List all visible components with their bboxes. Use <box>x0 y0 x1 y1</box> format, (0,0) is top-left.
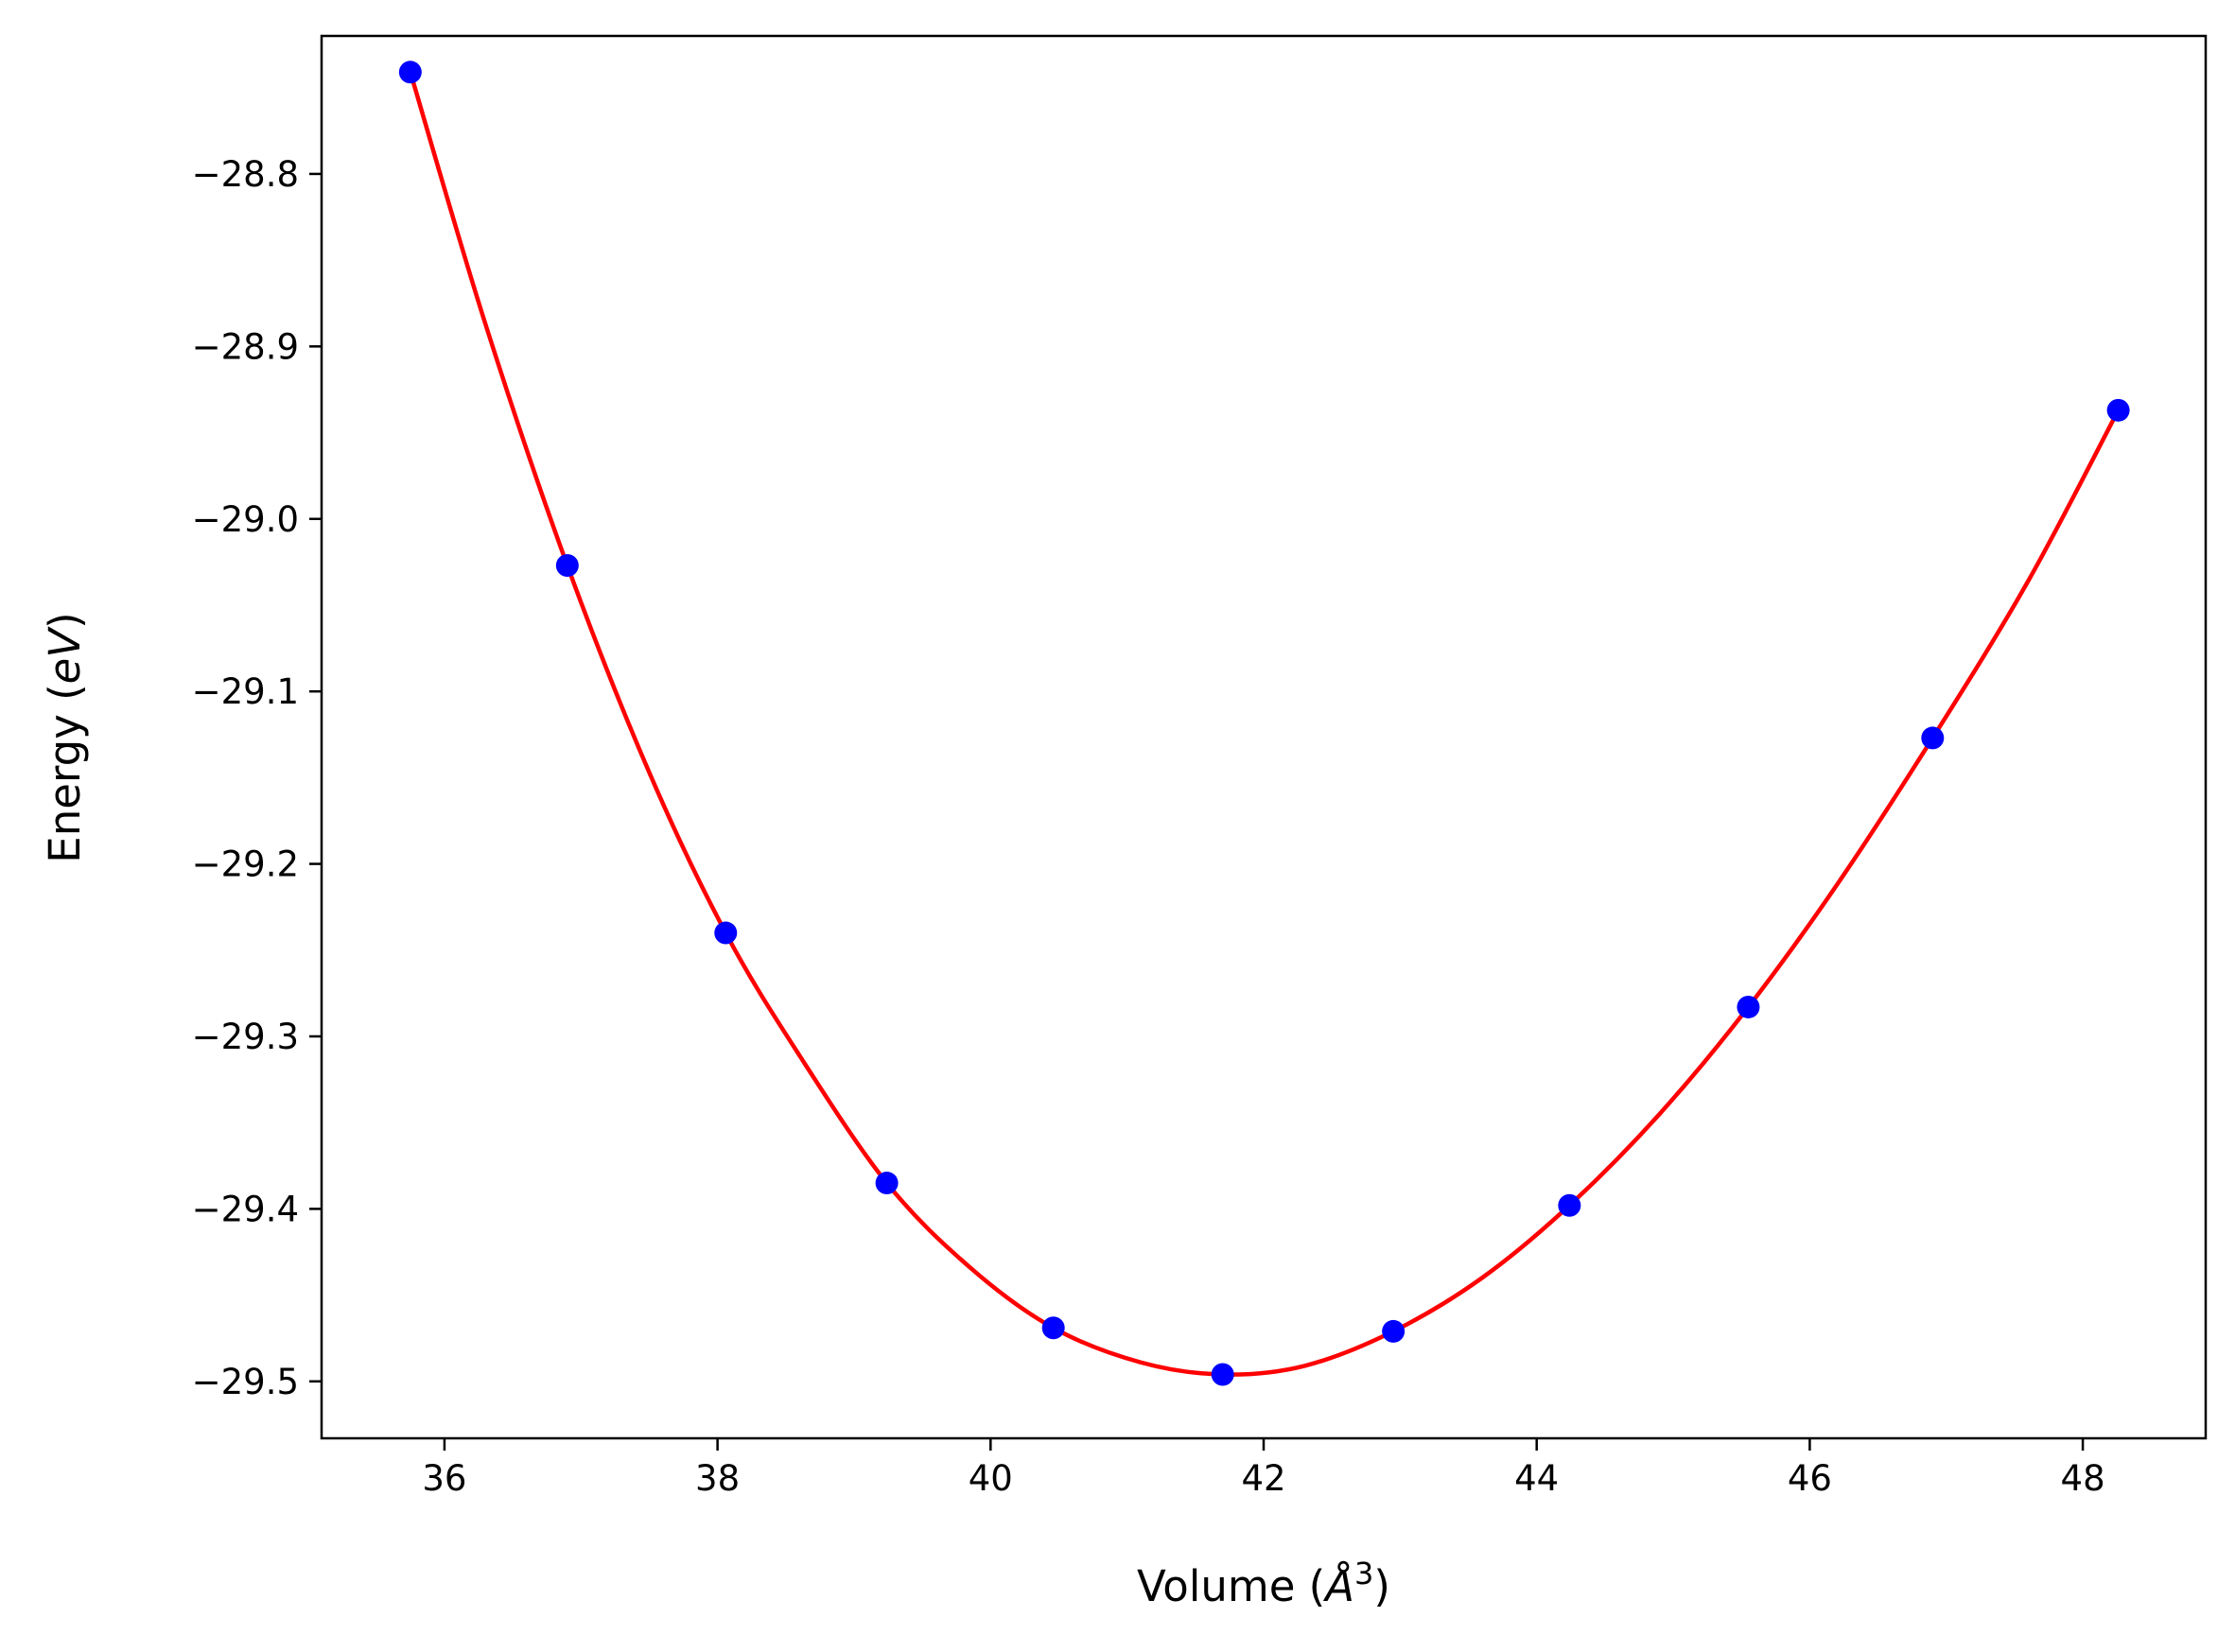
y-tick-label: −29.3 <box>192 1017 299 1057</box>
y-tick-label: −29.4 <box>192 1189 299 1229</box>
x-tick-label: 46 <box>1788 1458 1832 1499</box>
data-point <box>1041 1316 1065 1340</box>
data-point <box>555 554 579 578</box>
x-tick-label: 48 <box>2061 1458 2105 1499</box>
x-tick-label: 40 <box>969 1458 1013 1499</box>
y-tick-label: −29.0 <box>192 499 299 540</box>
data-point <box>398 61 422 84</box>
x-tick-label: 44 <box>1514 1458 1559 1499</box>
y-tick-label: −28.8 <box>192 154 299 195</box>
y-tick-label: −28.9 <box>192 326 299 367</box>
plot-layer <box>398 61 2130 1386</box>
data-point <box>875 1172 899 1195</box>
y-tick-label: −29.1 <box>192 671 299 712</box>
x-tick-label: 38 <box>695 1458 740 1499</box>
x-tick-label: 42 <box>1241 1458 1285 1499</box>
x-tick-label: 36 <box>422 1458 466 1499</box>
data-point <box>714 921 738 945</box>
x-axis-ticks: 36 38 40 42 44 46 48 <box>422 1438 2105 1499</box>
data-point <box>1921 726 1945 750</box>
x-axis-label: Volume (Å3) <box>1137 1556 1390 1611</box>
data-point <box>2106 398 2130 422</box>
data-point <box>1737 995 1760 1018</box>
data-point <box>1382 1319 1406 1343</box>
fit-curve <box>408 70 2121 1377</box>
y-axis-label: Energy (eV) <box>40 612 90 862</box>
y-tick-label: −29.2 <box>192 844 299 885</box>
y-tick-label: −29.5 <box>192 1362 299 1402</box>
data-point <box>1558 1193 1581 1217</box>
data-point <box>1211 1363 1234 1386</box>
y-axis-ticks: −28.8 −28.9 −29.0 −29.1 −29.2 −29.3 −29.4 −29.5 <box>192 154 322 1402</box>
